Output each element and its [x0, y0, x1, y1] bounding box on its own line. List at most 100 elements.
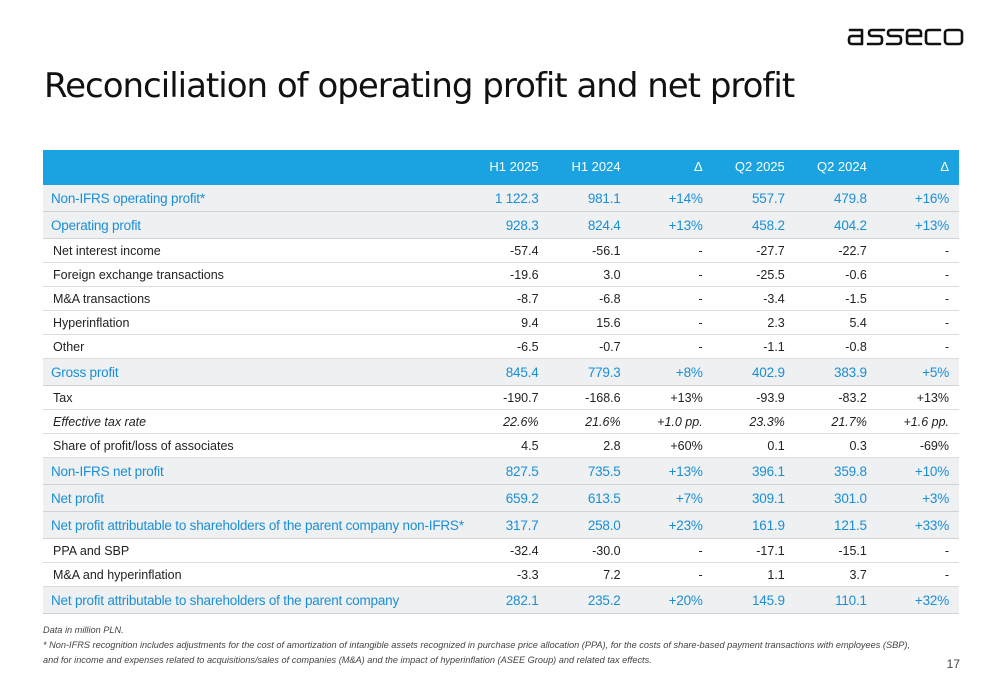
row-value: 110.1 — [794, 586, 877, 614]
row-value: -15.1 — [794, 538, 877, 563]
row-value: +3% — [876, 484, 959, 512]
table-row: Non-IFRS operating profit* 1 122.3 981.1 +1… — [43, 183, 959, 212]
row-label: Share of profit/loss of associates — [43, 433, 467, 458]
table-row: Net interest income -57.4 -56.1- -27.7 -22.7… — [43, 238, 959, 263]
row-value: 9.4 — [466, 310, 549, 335]
row-value: -3.3 — [466, 562, 549, 587]
row-value: +32% — [876, 586, 959, 614]
footnote-non-ifrs-1: * Non-IFRS recognition includes adjustme… — [43, 640, 910, 650]
row-value: -6.8 — [548, 286, 631, 311]
row-label: Foreign exchange transactions — [43, 262, 467, 287]
footnote-non-ifrs-2: and for income and expenses related to a… — [43, 655, 652, 665]
row-value: 21.7% — [794, 409, 877, 434]
row-value: -93.9 — [712, 385, 795, 410]
row-value: 779.3 — [548, 358, 631, 386]
row-value: - — [630, 310, 713, 335]
row-value: - — [630, 334, 713, 359]
table-row: Net profit attributable to shareholders … — [43, 511, 959, 539]
row-value: -17.1 — [712, 538, 795, 563]
row-value: - — [630, 262, 713, 287]
row-value: -25.5 — [712, 262, 795, 287]
row-value: - — [630, 562, 713, 587]
row-value: 824.4 — [548, 211, 631, 239]
row-label: Non-IFRS operating profit* — [43, 183, 467, 212]
row-value: 383.9 — [794, 358, 877, 386]
row-value: - — [876, 286, 959, 311]
row-value: 23.3% — [712, 409, 795, 434]
row-label: Non-IFRS net profit — [43, 457, 467, 485]
row-value: -1.1 — [712, 334, 795, 359]
row-value: 479.8 — [794, 183, 877, 212]
row-value: 258.0 — [548, 511, 631, 539]
row-value: 161.9 — [712, 511, 795, 539]
page-number: 17 — [946, 657, 960, 671]
table-body: Non-IFRS operating profit* 1 122.3 981.1 +1… — [43, 183, 959, 614]
row-label: M&A transactions — [43, 286, 467, 311]
page-title: Reconciliation of operating profit and n… — [44, 66, 795, 106]
row-value: -69% — [876, 433, 959, 458]
column-header-h1-2024: H1 2024 — [548, 150, 631, 184]
table-row: Effective tax rate 22.6% 21.6% +1.0 pp. 23.3… — [43, 409, 959, 434]
row-value: 15.6 — [548, 310, 631, 335]
row-value: 735.5 — [548, 457, 631, 485]
table-row: Net profit 659.2 613.5 +7% 309.1 301.0 +3% — [43, 484, 959, 512]
column-header-q2-delta: Δ — [876, 150, 959, 184]
row-value: 282.1 — [466, 586, 549, 614]
footnote-block: Data in million PLN. * Non-IFRS recognit… — [43, 623, 923, 668]
row-value: -8.7 — [466, 286, 549, 311]
row-value: 22.6% — [466, 409, 549, 434]
table-row: Foreign exchange transactions -19.6 3.0- -2… — [43, 262, 959, 287]
row-value: 301.0 — [794, 484, 877, 512]
row-value: -57.4 — [466, 238, 549, 263]
row-value: 928.3 — [466, 211, 549, 239]
table-row: Share of profit/loss of associates 4.5 2.8… — [43, 433, 959, 458]
row-value: -22.7 — [794, 238, 877, 263]
column-header-q2-2024: Q2 2024 — [794, 150, 877, 184]
row-value: 827.5 — [466, 457, 549, 485]
row-label: Net profit attributable to shareholders … — [43, 586, 467, 614]
row-value: 3.0 — [548, 262, 631, 287]
row-value: - — [876, 310, 959, 335]
row-value: - — [630, 238, 713, 263]
column-header-q2-2025: Q2 2025 — [712, 150, 795, 184]
row-value: 359.8 — [794, 457, 877, 485]
row-value: -3.4 — [712, 286, 795, 311]
row-value: +20% — [630, 586, 713, 614]
row-value: -19.6 — [466, 262, 549, 287]
row-value: 659.2 — [466, 484, 549, 512]
reconciliation-table: H1 2025 H1 2024 Δ Q2 2025 Q2 2024 Δ Non-… — [43, 150, 959, 614]
row-value: 402.9 — [712, 358, 795, 386]
row-value: 235.2 — [548, 586, 631, 614]
row-value: 613.5 — [548, 484, 631, 512]
column-header-label — [43, 150, 467, 184]
row-value: 557.7 — [712, 183, 795, 212]
row-value: 458.2 — [712, 211, 795, 239]
row-value: +13% — [876, 385, 959, 410]
row-value: +60% — [630, 433, 713, 458]
row-value: 2.3 — [712, 310, 795, 335]
row-value: -32.4 — [466, 538, 549, 563]
row-value: -0.7 — [548, 334, 631, 359]
row-value: -190.7 — [466, 385, 549, 410]
row-value: 1.1 — [712, 562, 795, 587]
table-row: Net profit attributable to shareholders … — [43, 586, 959, 614]
row-label: Gross profit — [43, 358, 467, 386]
row-value: 121.5 — [794, 511, 877, 539]
row-value: 0.1 — [712, 433, 795, 458]
table-row: Gross profit 845.4 779.3 +8% 402.9 383.9 +5% — [43, 358, 959, 386]
row-value: -1.5 — [794, 286, 877, 311]
row-label: Hyperinflation — [43, 310, 467, 335]
row-value: -56.1 — [548, 238, 631, 263]
table-row: Operating profit 928.3 824.4 +13% 458.2 404.2… — [43, 211, 959, 239]
row-value: -168.6 — [548, 385, 631, 410]
row-value: - — [876, 538, 959, 563]
row-value: 309.1 — [712, 484, 795, 512]
row-value: -27.7 — [712, 238, 795, 263]
table-row: PPA and SBP -32.4 -30.0- -17.1 -15.1- — [43, 538, 959, 563]
row-label: Net profit — [43, 484, 467, 512]
row-value: -30.0 — [548, 538, 631, 563]
row-value: - — [630, 538, 713, 563]
row-value: 145.9 — [712, 586, 795, 614]
row-value: 7.2 — [548, 562, 631, 587]
row-value: -6.5 — [466, 334, 549, 359]
